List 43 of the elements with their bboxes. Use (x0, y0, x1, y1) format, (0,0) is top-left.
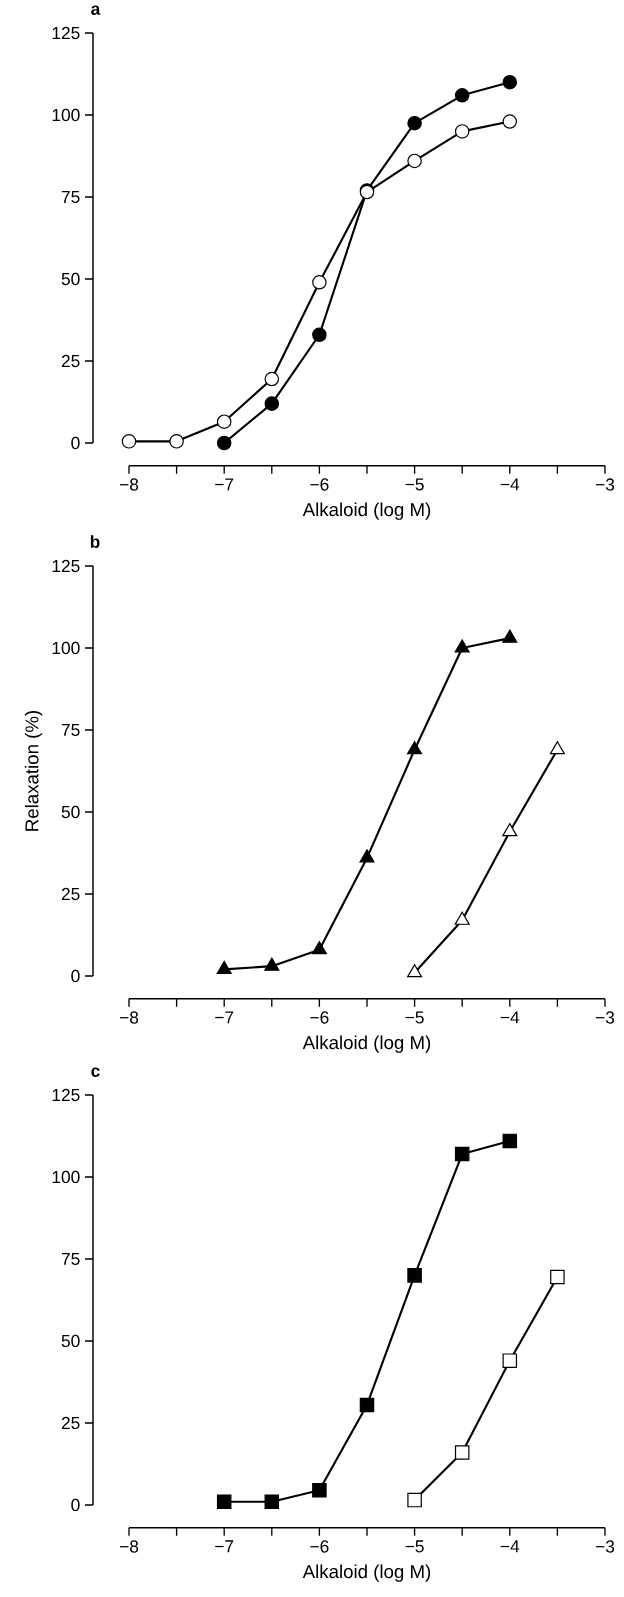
x-tick-label: −4 (500, 1011, 520, 1024)
y-tick-label: 0 (71, 1498, 80, 1512)
x-tick-label: −5 (405, 1540, 424, 1553)
y-tick-label: 50 (61, 272, 80, 286)
y-tick-label: 25 (61, 1416, 80, 1430)
y-tick-label: 100 (52, 641, 80, 655)
x-axis-title: Alkaloid (log M) (302, 1035, 431, 1053)
y-tick-label: 50 (61, 1334, 80, 1348)
x-tick-label: −6 (310, 478, 329, 491)
x-tick-label: −3 (595, 478, 615, 491)
x-tick-label: −5 (405, 478, 424, 491)
chart-title: c (91, 1067, 100, 1077)
x-tick-label: −8 (119, 1011, 139, 1024)
y-tick-label: 75 (61, 723, 80, 737)
y-tick-label: 100 (52, 1170, 80, 1184)
x-tick-label: −4 (500, 478, 520, 491)
y-tick-label: 125 (52, 26, 80, 40)
x-tick-label: −5 (405, 1011, 424, 1024)
y-tick-label: 0 (71, 436, 80, 450)
x-tick-label: −3 (595, 1540, 615, 1553)
y-tick-label: 125 (52, 1088, 80, 1102)
y-tick-label: 25 (61, 354, 80, 368)
x-tick-label: −7 (215, 1540, 234, 1553)
x-axis-title: Alkaloid (log M) (302, 502, 431, 520)
x-tick-label: −4 (500, 1540, 520, 1553)
chart-title: a (91, 5, 101, 15)
x-tick-label: −6 (310, 1540, 329, 1553)
y-tick-label: 0 (71, 969, 80, 983)
y-tick-label: 75 (61, 1252, 80, 1266)
y-tick-label: 100 (52, 108, 80, 122)
x-tick-label: −8 (119, 478, 139, 491)
y-tick-label: 75 (61, 190, 80, 204)
x-tick-label: −3 (595, 1011, 615, 1024)
y-axis-title: Relaxation (%) (24, 710, 43, 831)
y-tick-label: 125 (52, 559, 80, 573)
x-tick-label: −8 (119, 1540, 139, 1553)
y-tick-label: 25 (61, 887, 80, 901)
y-tick-label: 50 (61, 805, 80, 819)
chart-title: b (90, 535, 100, 548)
x-tick-label: −7 (215, 1011, 234, 1024)
x-axis-title: Alkaloid (log M) (302, 1564, 431, 1582)
x-tick-label: −7 (215, 478, 234, 491)
x-tick-label: −6 (310, 1011, 329, 1024)
